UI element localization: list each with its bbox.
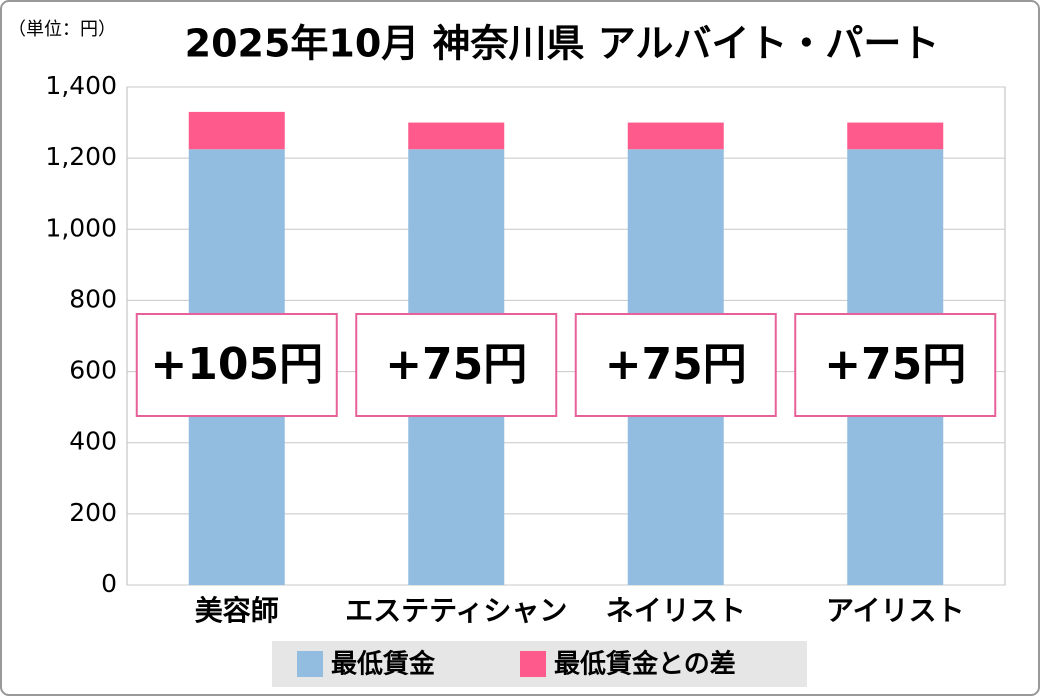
bar-segment [408,122,505,150]
value-label-box [135,313,338,417]
value-label: +75円 [385,339,527,390]
x-tick-label: ネイリスト [606,594,746,627]
x-tick-label: アイリスト [826,594,965,627]
chart-title: 2025年10月 神奈川県 アルバイト・パート [185,22,940,66]
y-tick-label: 800 [69,284,117,313]
bar-segment [188,111,285,150]
value-label: +75円 [605,339,747,390]
value-label-box [574,313,777,417]
y-tick-label: 400 [69,427,117,456]
bar-segment [847,122,944,150]
legend-swatch [297,651,323,677]
y-tick-label: 200 [69,498,117,527]
legend-label: 最低賃金 [331,649,436,680]
unit-label: （単位：円） [8,19,116,40]
value-label: +105円 [150,339,323,390]
legend-label: 最低賃金との差 [554,649,736,680]
y-tick-label: 1,200 [45,142,117,171]
y-tick-label: 1,000 [45,213,117,242]
value-label-box [355,313,558,417]
bar-segment [627,122,724,150]
y-tick-label: 1,400 [45,71,117,100]
x-tick-label: 美容師 [195,594,279,627]
value-label: +75円 [824,339,966,390]
y-tick-label: 600 [69,356,117,385]
legend-swatch [520,651,546,677]
value-label-box [794,313,997,417]
x-tick-label: エステティシャン [345,594,567,627]
y-tick-label: 0 [101,569,117,598]
